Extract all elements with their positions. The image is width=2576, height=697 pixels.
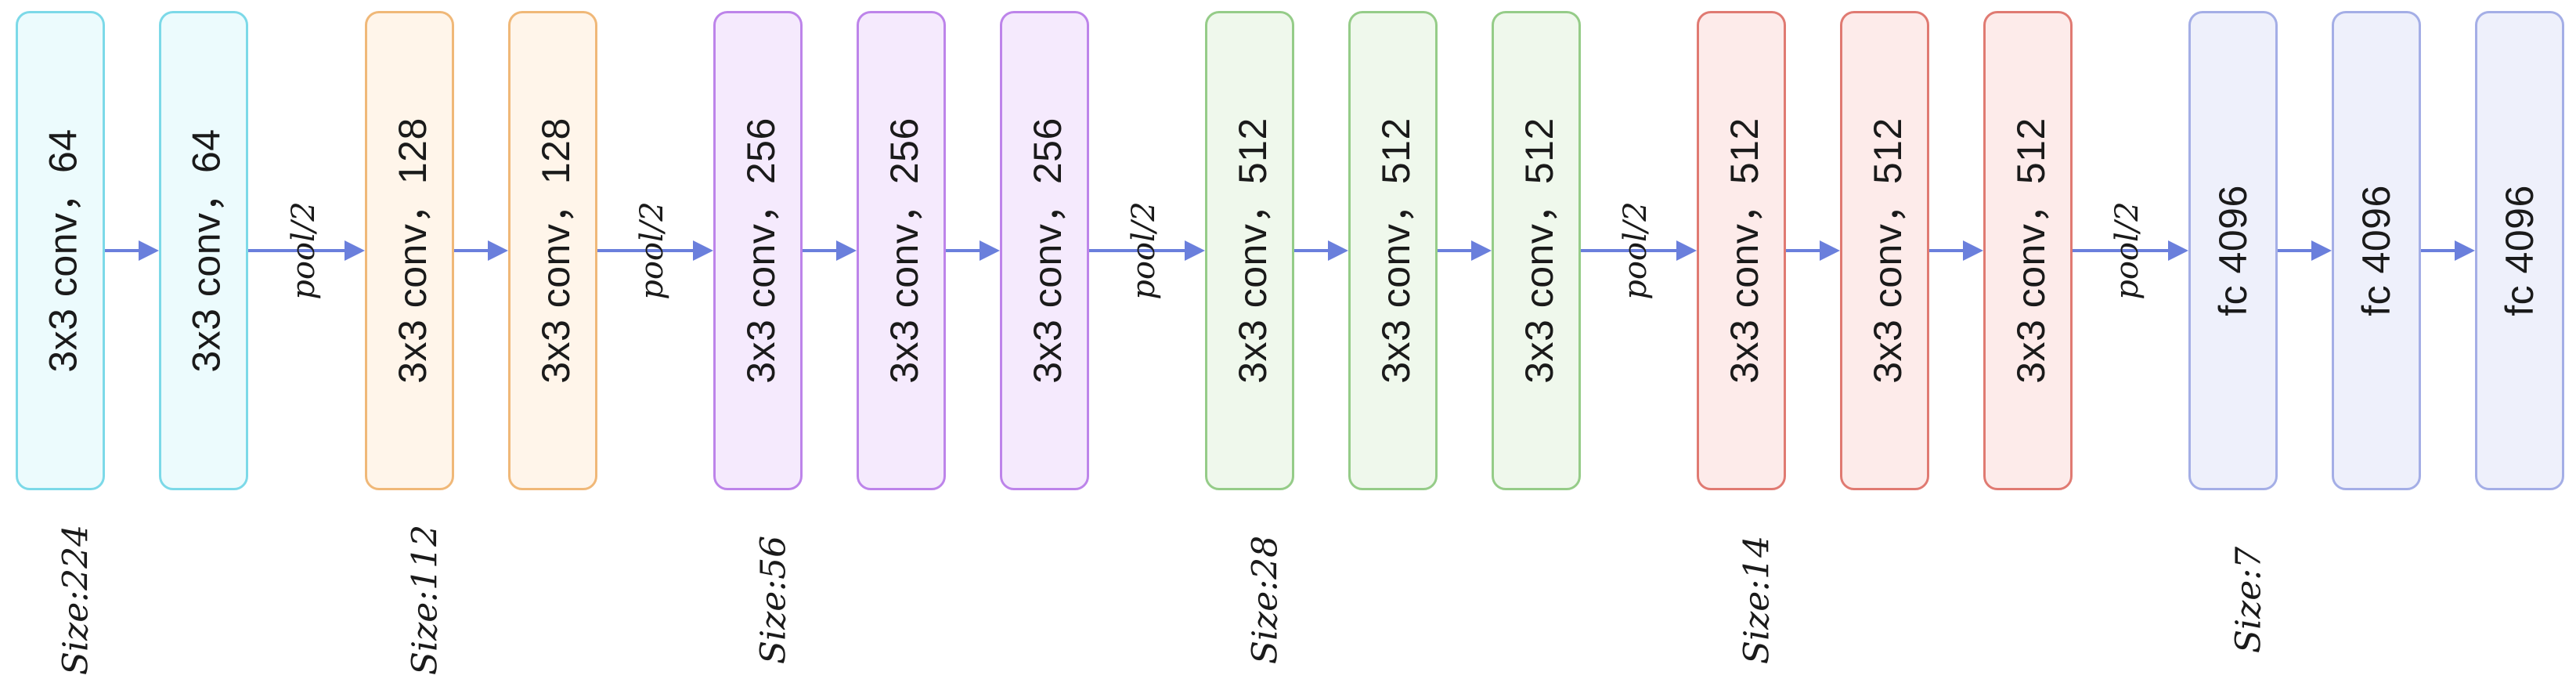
layer-label: 3x3 conv，256	[739, 117, 784, 384]
arrow-7	[1089, 240, 1205, 261]
arrow-line	[2278, 249, 2316, 252]
arrow-head	[1963, 240, 1983, 261]
size-label: Size:224	[56, 524, 96, 676]
arrow-1	[105, 240, 159, 261]
layer-label: 3x3 conv，512	[1374, 117, 1419, 384]
arrow-head	[2168, 240, 2188, 261]
layer-label: 3x3 conv，64	[41, 128, 85, 373]
arrow-line	[1581, 249, 1681, 252]
arrow-line	[803, 249, 841, 252]
arrow-11	[1786, 240, 1840, 261]
layer-box-12: 3x3 conv，512	[1840, 11, 1929, 490]
layer-box-7: 3x3 conv，256	[1000, 11, 1089, 490]
size-label: Size:112	[405, 524, 446, 676]
layer-box-16: fc 4096	[2475, 11, 2564, 490]
layer-label: 3x3 conv，512	[1517, 117, 1562, 384]
arrow-9	[1438, 240, 1492, 261]
arrow-6	[946, 240, 1000, 261]
arrow-head	[980, 240, 1000, 261]
layer-box-13: 3x3 conv，512	[1983, 11, 2073, 490]
pool-label: pool/2	[1126, 201, 1162, 300]
size-label: Size:7	[2228, 546, 2269, 654]
layer-box-15: fc 4096	[2332, 11, 2421, 490]
arrow-line	[2421, 249, 2459, 252]
layer-box-5: 3x3 conv，256	[713, 11, 803, 490]
pool-label: pool/2	[285, 201, 322, 300]
layer-label: 3x3 conv，128	[534, 117, 579, 384]
arrow-10	[1581, 240, 1697, 261]
layer-box-9: 3x3 conv，512	[1348, 11, 1438, 490]
arrow-12	[1929, 240, 1983, 261]
arrow-head	[139, 240, 159, 261]
arrow-2	[248, 240, 365, 261]
layer-box-3: 3x3 conv，128	[365, 11, 454, 490]
layer-box-11: 3x3 conv，512	[1697, 11, 1786, 490]
arrow-head	[2311, 240, 2332, 261]
arrow-line	[597, 249, 698, 252]
arrow-head	[1471, 240, 1492, 261]
pool-label: pool/2	[1618, 201, 1654, 300]
arrow-line	[1438, 249, 1476, 252]
arrow-head	[693, 240, 713, 261]
layer-label: fc 4096	[2498, 185, 2542, 316]
arrow-head	[836, 240, 857, 261]
arrow-13	[2073, 240, 2188, 261]
arrow-line	[248, 249, 349, 252]
layer-label: fc 4096	[2354, 185, 2399, 316]
arrow-4	[597, 240, 713, 261]
arrow-head	[488, 240, 508, 261]
arrow-head	[345, 240, 365, 261]
arrow-head	[1820, 240, 1840, 261]
layer-box-8: 3x3 conv，512	[1205, 11, 1294, 490]
arrow-head	[1185, 240, 1205, 261]
layer-label: 3x3 conv，256	[882, 117, 927, 384]
pool-label: pool/2	[634, 201, 670, 300]
arrow-line	[1786, 249, 1824, 252]
layer-label: fc 4096	[2211, 185, 2256, 316]
layer-box-2: 3x3 conv，64	[159, 11, 248, 490]
arrow-8	[1294, 240, 1348, 261]
arrow-5	[803, 240, 857, 261]
layer-label: 3x3 conv，64	[185, 128, 229, 373]
arrow-line	[2073, 249, 2173, 252]
arrow-head	[2455, 240, 2475, 261]
arrow-head	[1328, 240, 1348, 261]
layer-label: 3x3 conv，128	[391, 117, 435, 384]
layer-label: 3x3 conv，256	[1026, 117, 1070, 384]
layer-box-4: 3x3 conv，128	[508, 11, 597, 490]
arrow-14	[2278, 240, 2332, 261]
layer-label: 3x3 conv，512	[1723, 117, 1767, 384]
layer-label: 3x3 conv，512	[2009, 117, 2054, 384]
size-label: Size:56	[753, 535, 794, 665]
arrow-line	[1294, 249, 1333, 252]
arrow-15	[2421, 240, 2475, 261]
layer-box-10: 3x3 conv，512	[1492, 11, 1581, 490]
size-label: Size:14	[1737, 535, 1777, 665]
arrow-3	[454, 240, 508, 261]
arrow-line	[1929, 249, 1968, 252]
layer-label: 3x3 conv，512	[1866, 117, 1910, 384]
layer-box-1: 3x3 conv，64	[16, 11, 105, 490]
arrow-line	[1089, 249, 1189, 252]
arrow-line	[105, 249, 143, 252]
size-label: Size:28	[1245, 535, 1286, 665]
arrow-line	[946, 249, 984, 252]
layer-box-6: 3x3 conv，256	[857, 11, 946, 490]
layer-box-14: fc 4096	[2188, 11, 2278, 490]
arrow-line	[454, 249, 492, 252]
layer-label: 3x3 conv，512	[1231, 117, 1275, 384]
arrow-head	[1676, 240, 1697, 261]
pool-label: pool/2	[2109, 201, 2145, 300]
